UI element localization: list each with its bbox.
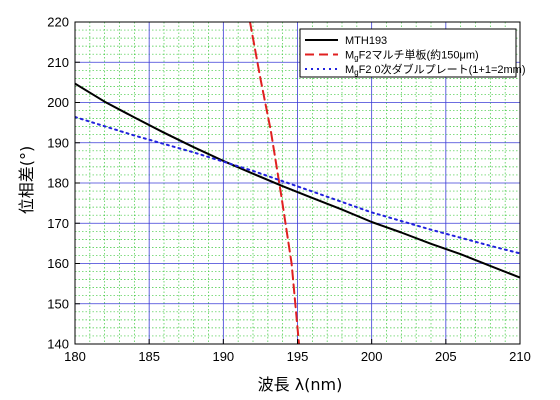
y-tick-label: 170: [47, 216, 69, 231]
x-tick-label: 205: [435, 349, 457, 364]
y-tick-label: 150: [47, 296, 69, 311]
x-tick-label: 200: [361, 349, 383, 364]
x-tick-label: 180: [64, 349, 86, 364]
x-axis-ticks: 180 185 190 195 200 205 210: [64, 339, 531, 364]
x-tick-label: 185: [138, 349, 160, 364]
y-tick-label: 180: [47, 176, 69, 191]
y-tick-label: 190: [47, 135, 69, 150]
series-line-1: [75, 82, 520, 279]
legend-label-1: MTH193: [345, 35, 387, 47]
y-tick-label: 210: [47, 55, 69, 70]
x-tick-label: 210: [509, 349, 531, 364]
x-tick-label: 195: [287, 349, 309, 364]
y-tick-label: 140: [47, 337, 69, 352]
x-axis-title: 波長 λ(nm): [258, 375, 343, 394]
x-tick-label: 190: [212, 349, 234, 364]
y-axis-ticks: 140 150 160 170 180 190 200 210 220: [47, 15, 80, 352]
series-line-3: [75, 116, 520, 255]
legend-label-2: MgF2マルチ単板(約150μm): [345, 48, 479, 63]
y-tick-label: 160: [47, 256, 69, 271]
legend-label-3: MgF2 0次ダブルプレート(1+1=2mm): [345, 62, 526, 77]
y-tick-label: 220: [47, 15, 69, 30]
series-layer: [75, 22, 520, 344]
series-line-2: [249, 22, 300, 344]
y-tick-label: 200: [47, 95, 69, 110]
y-axis-title: 位相差(°): [17, 146, 36, 215]
